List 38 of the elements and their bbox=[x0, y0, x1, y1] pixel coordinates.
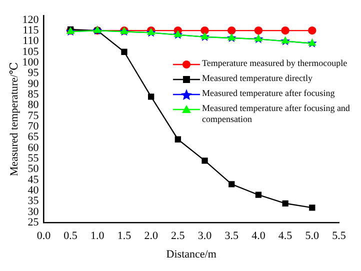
y-axis-title: Measured temperature/℃ bbox=[8, 62, 20, 176]
x-tick-label: 0.5 bbox=[64, 230, 78, 242]
y-tick-label: 25 bbox=[28, 216, 40, 228]
x-tick-label: 0.0 bbox=[36, 230, 52, 242]
y-tick-label: 55 bbox=[28, 152, 40, 164]
y-tick-label: 100 bbox=[22, 56, 40, 68]
y-tick-label: 105 bbox=[22, 46, 40, 58]
x-tick-label: 2.0 bbox=[144, 230, 158, 242]
y-tick-label: 60 bbox=[28, 142, 40, 154]
y-tick-label: 85 bbox=[28, 88, 40, 100]
x-tick-label: 3.0 bbox=[198, 230, 212, 242]
legend-label: Temperature measured by thermocouple bbox=[202, 58, 348, 69]
y-tick-label: 120 bbox=[22, 14, 40, 26]
x-tick-label: 2.5 bbox=[171, 230, 186, 242]
y-tick-label: 50 bbox=[28, 163, 40, 176]
y-tick-label: 115 bbox=[22, 24, 40, 36]
y-tick-label: 30 bbox=[28, 206, 40, 218]
x-tick-label: 1.5 bbox=[117, 230, 132, 242]
x-tick-label: 5.5 bbox=[332, 230, 346, 242]
x-tick-label: 3.5 bbox=[224, 230, 239, 242]
y-tick-label: 80 bbox=[28, 99, 40, 112]
legend-label: Measured temperature directly bbox=[202, 73, 314, 84]
x-tick-label: 1.0 bbox=[90, 230, 105, 242]
legend-label: Measured temperature after focusing bbox=[202, 88, 336, 99]
y-tick-label: 95 bbox=[28, 67, 40, 80]
x-tick-label: 4.5 bbox=[278, 230, 293, 242]
x-tick-label: 4.0 bbox=[252, 230, 266, 242]
y-tick-label: 35 bbox=[28, 195, 40, 208]
x-axis-title: Distance/m bbox=[166, 248, 217, 260]
y-tick-label: 90 bbox=[28, 78, 40, 90]
x-tick-label: 5.0 bbox=[305, 230, 320, 242]
y-tick-label: 40 bbox=[28, 184, 40, 196]
y-tick-label: 110 bbox=[22, 35, 40, 48]
y-tick-label: 70 bbox=[28, 120, 40, 132]
y-tick-label: 75 bbox=[28, 110, 40, 122]
y-tick-label: 65 bbox=[28, 131, 40, 144]
legend-label: Measured temperature after focusing and compensation bbox=[202, 103, 351, 125]
y-tick-label: 45 bbox=[28, 174, 40, 186]
